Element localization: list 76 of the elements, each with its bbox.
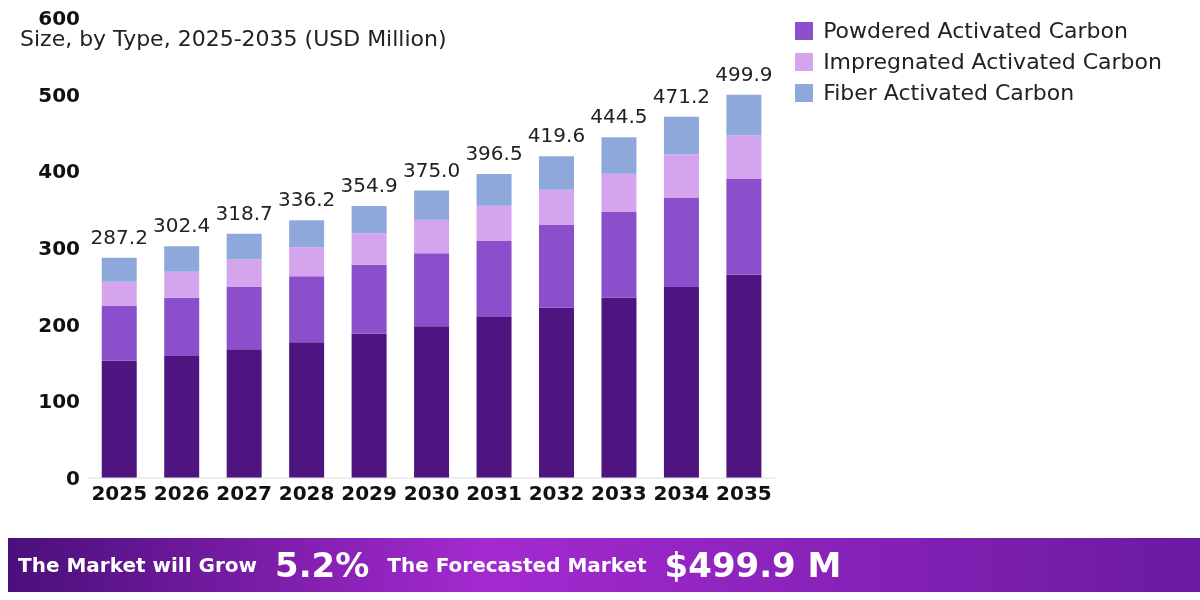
bar (601, 211, 637, 298)
x-tick-label: 2031 (466, 481, 522, 506)
total-label: 287.2 (90, 224, 148, 249)
bar (101, 305, 137, 361)
bar (726, 179, 762, 275)
bar (539, 225, 574, 308)
bar (101, 360, 137, 478)
y-tick-label: 300 (38, 236, 80, 261)
bar (601, 297, 637, 478)
bar (289, 220, 325, 248)
bar (351, 205, 387, 234)
legend-label: Impregnated Activated Carbon (823, 49, 1162, 74)
x-tick-label: 2032 (528, 481, 585, 506)
legend-label: Powdered Activated Carbon (823, 18, 1128, 43)
bar (539, 156, 574, 190)
bar (414, 253, 450, 327)
bar (476, 174, 512, 206)
bar (164, 271, 200, 298)
total-label: 396.5 (465, 141, 523, 166)
total-label: 354.9 (340, 172, 398, 197)
bar (289, 247, 325, 277)
y-tick-label: 400 (38, 159, 80, 184)
bar (226, 287, 262, 350)
bar (663, 287, 699, 478)
bar (414, 190, 450, 220)
y-tick-label: 100 (38, 389, 80, 414)
x-tick-label: 2035 (716, 481, 772, 506)
bar (226, 259, 262, 288)
total-label: 499.9 (715, 61, 773, 86)
bar (476, 317, 512, 478)
x-tick-label: 2026 (153, 481, 210, 506)
total-label: 318.7 (215, 200, 273, 225)
x-tick-label: 2025 (91, 481, 148, 506)
bar (539, 307, 574, 478)
bar (601, 137, 637, 174)
bar (289, 342, 325, 478)
bar (601, 173, 637, 212)
total-label: 419.6 (527, 123, 586, 148)
bar (726, 135, 762, 179)
bar (663, 116, 699, 155)
x-tick-label: 2028 (278, 481, 335, 506)
bar (726, 94, 762, 136)
bar (226, 349, 262, 478)
bar (351, 333, 387, 478)
x-tick-label: 2027 (216, 481, 272, 506)
bar (164, 356, 200, 478)
total-label: 375.0 (402, 157, 461, 182)
x-tick-label: 2034 (653, 481, 710, 506)
bar (663, 154, 699, 198)
legend-label: Fiber Activated Carbon (823, 80, 1075, 105)
bar (289, 276, 325, 343)
bar (476, 241, 512, 317)
bar (164, 246, 200, 272)
bar (101, 281, 137, 306)
bar (663, 197, 699, 288)
bar (476, 205, 512, 242)
bar (351, 264, 387, 334)
x-tick-label: 2029 (341, 481, 397, 506)
total-label: 444.5 (590, 104, 648, 129)
bar (414, 219, 450, 254)
total-label: 302.4 (153, 213, 211, 238)
y-tick-label: 0 (66, 466, 80, 491)
bar (226, 233, 262, 260)
x-tick-label: 2033 (591, 481, 647, 506)
bar (101, 257, 137, 282)
bar (726, 274, 762, 478)
bar (164, 297, 200, 357)
y-tick-label: 200 (38, 312, 80, 337)
banner: The Market will Grow 5.2% The Forecasted Market $499.9 M (8, 538, 1200, 592)
bar (414, 326, 450, 478)
x-tick-label: 2030 (403, 481, 460, 506)
y-tick-label: 500 (38, 82, 80, 107)
total-label: 471.2 (652, 83, 711, 108)
total-label: 336.2 (278, 187, 336, 212)
bar (539, 189, 574, 225)
bar (351, 233, 387, 265)
